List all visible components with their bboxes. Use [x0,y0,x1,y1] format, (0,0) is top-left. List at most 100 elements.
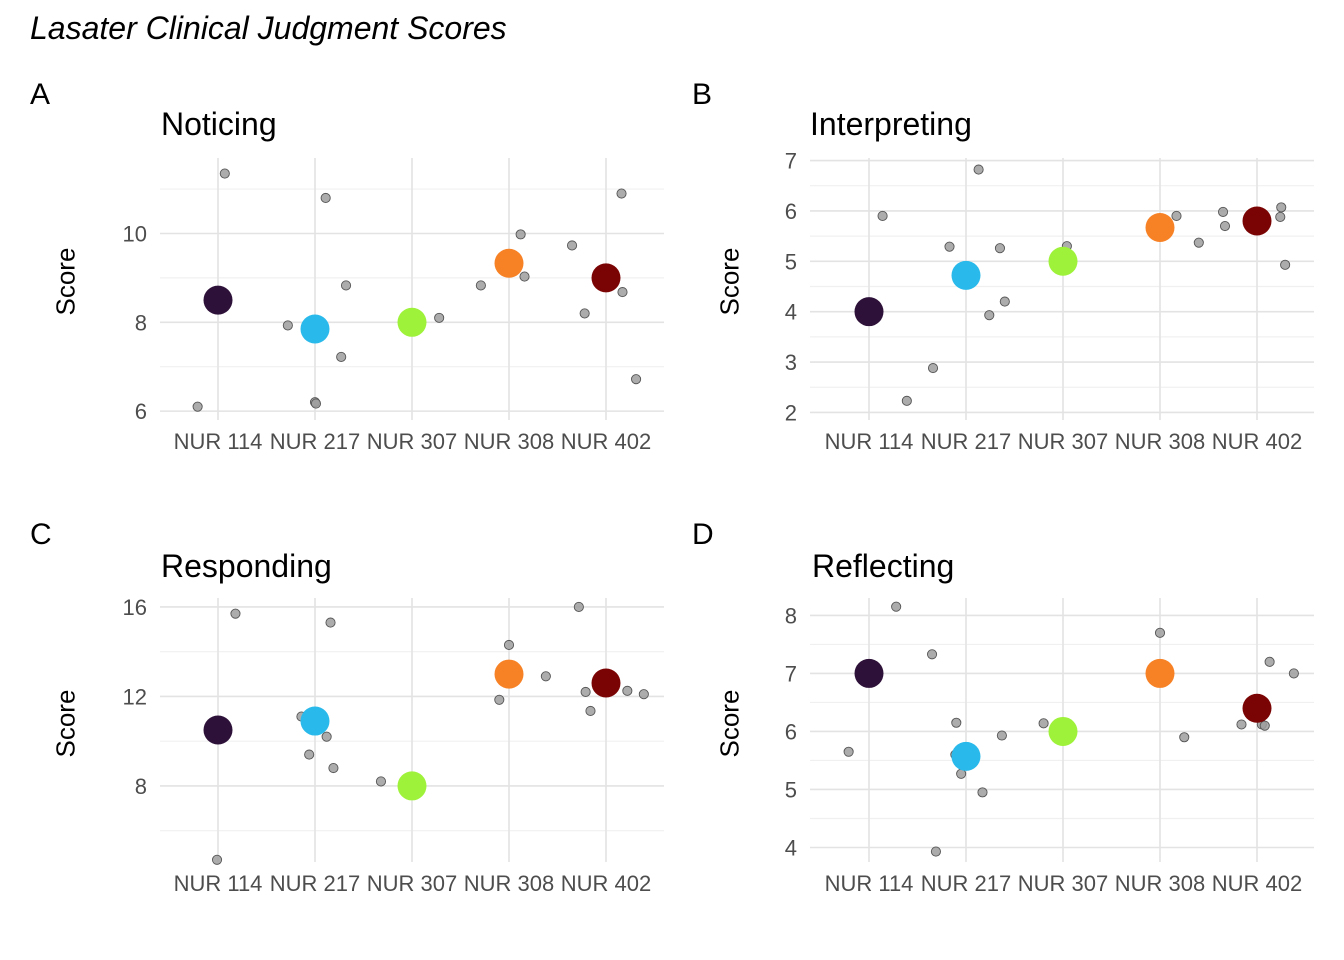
mean-point [951,741,981,771]
data-point [1275,211,1286,222]
y-tick-label: 8 [135,774,147,799]
y-tick-label: 2 [785,400,797,425]
data-point [503,639,515,651]
mean-point [951,260,981,290]
x-tick-label: NUR 308 [464,871,554,896]
data-point [1259,720,1270,731]
panel-tag-b: B [692,78,713,111]
mean-point [300,706,330,736]
mean-point [854,658,884,688]
panel-title-interpreting: Interpreting [810,106,972,142]
x-tick-label: NUR 402 [561,871,651,896]
data-point [540,671,551,682]
panel-tag-c: C [30,518,52,551]
data-point [585,705,596,717]
mean-point [397,771,427,801]
x-tick-label: NUR 402 [561,429,651,454]
y-tick-label: 6 [785,719,797,744]
data-point [1171,210,1182,221]
mean-point [1145,658,1175,688]
data-point [1219,220,1231,232]
data-point [944,241,955,252]
panel-title-responding: Responding [161,548,332,584]
data-point [901,395,912,406]
data-point [211,854,223,865]
data-point [891,601,902,612]
x-tick-label: NUR 217 [921,871,1011,896]
panel-tag-d: D [692,518,714,551]
data-point [996,730,1007,741]
y-tick-label: 7 [785,149,797,174]
x-tick-label: NUR 217 [270,871,360,896]
data-point [930,846,941,857]
x-tick-label: NUR 308 [1115,871,1205,896]
data-point [573,601,584,612]
data-point [1218,206,1229,217]
data-point [282,320,293,331]
data-point [1276,202,1287,213]
x-tick-label: NUR 114 [825,429,914,454]
y-tick-label: 16 [123,595,147,620]
data-point [567,240,578,251]
data-point [494,694,505,705]
data-point [638,689,649,700]
data-point [515,229,526,240]
x-tick-label: NUR 402 [1212,871,1302,896]
data-point [843,746,854,757]
x-tick-label: NUR 307 [367,429,457,454]
data-point [1236,719,1247,730]
data-point [519,271,530,282]
data-point [375,776,387,787]
mean-point [203,285,233,315]
mean-point [203,715,233,745]
mean-point [1242,693,1272,723]
figure-title: Lasater Clinical Judgment Scores [30,10,507,46]
mean-point [854,297,884,327]
data-point [304,749,315,760]
data-point [325,617,336,628]
data-point [310,398,322,409]
data-point [434,312,445,323]
x-tick-label: NUR 114 [825,871,914,896]
y-tick-label: 7 [785,661,797,686]
y-tick-label: 4 [785,300,797,325]
data-point [617,287,628,298]
y-tick-label: 4 [785,835,797,860]
y-tick-label: 6 [785,199,797,224]
y-tick-label: 10 [123,221,147,246]
data-point [927,363,939,374]
mean-point [591,668,621,698]
y-tick-label: 3 [785,350,797,375]
mean-point [397,307,427,337]
data-point [994,243,1006,254]
data-point [219,168,230,179]
mean-point [1048,716,1078,746]
panel-title-noticing: Noticing [161,106,277,142]
mean-point [1048,246,1078,276]
panel-title-reflecting: Reflecting [812,548,955,584]
data-point [622,685,633,696]
x-tick-label: NUR 308 [1115,429,1205,454]
x-tick-label: NUR 402 [1212,429,1302,454]
mean-point [1242,206,1272,236]
y-tick-label: 8 [135,310,147,335]
data-point [320,192,331,204]
x-tick-label: NUR 217 [921,429,1011,454]
x-tick-label: NUR 307 [367,871,457,896]
data-point [973,164,984,175]
data-point [1264,656,1275,667]
data-point [631,374,642,385]
data-point [340,280,352,291]
data-point [999,296,1010,307]
data-point [580,686,591,698]
mean-point [494,248,524,278]
y-tick-label: 5 [785,249,797,274]
data-point [1038,718,1049,729]
data-point [977,787,988,798]
y-tick-label: 6 [135,399,147,424]
panel-tag-a: A [30,78,51,111]
x-tick-label: NUR 114 [174,429,263,454]
data-point [230,608,241,619]
y-tick-label: 12 [123,684,147,709]
